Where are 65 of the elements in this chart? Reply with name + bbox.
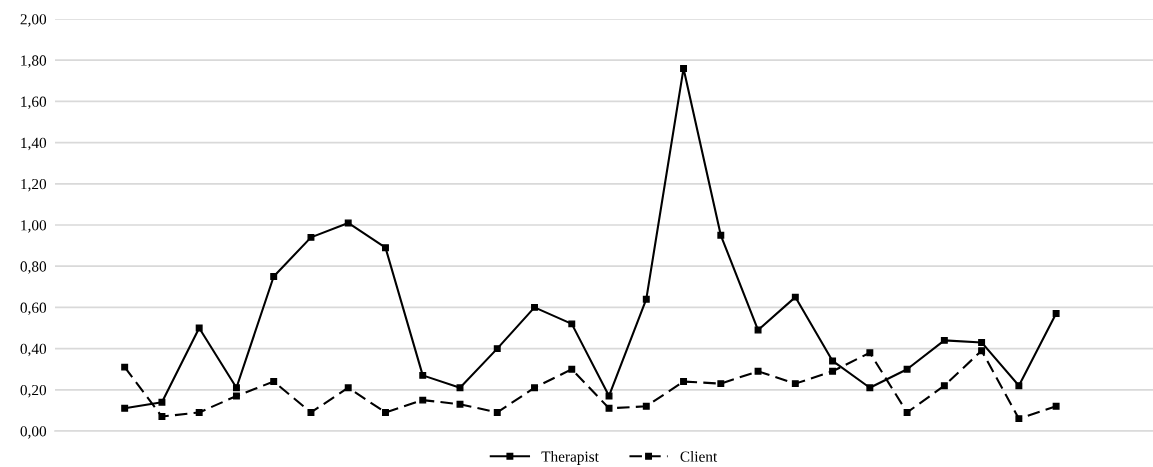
point: [456, 384, 464, 392]
legend-label: Client: [680, 451, 718, 462]
point: [419, 371, 427, 379]
point: [270, 378, 278, 386]
y-tick-label: 1,00: [21, 220, 47, 233]
point: [568, 365, 576, 373]
point: [531, 384, 538, 392]
point: [605, 404, 613, 412]
point: [382, 244, 389, 252]
point: [605, 392, 613, 400]
point: [344, 384, 352, 392]
legend-label: Therapist: [541, 451, 599, 465]
point: [791, 380, 799, 388]
point: [680, 378, 688, 386]
y-tick-label: 0,20: [20, 384, 47, 398]
y-tick-label: 0,00: [20, 426, 47, 439]
point: [1052, 310, 1060, 318]
point: [754, 367, 762, 375]
y-tick-label: 2,00: [20, 14, 47, 27]
point: [307, 408, 315, 416]
point: [493, 408, 501, 416]
point: [791, 293, 799, 301]
point: [866, 384, 874, 392]
point: [1015, 382, 1023, 390]
point: [493, 345, 501, 353]
point: [568, 320, 576, 328]
point: [680, 64, 688, 72]
point: [940, 382, 948, 390]
point: [232, 384, 240, 392]
point: [307, 233, 315, 241]
point: [754, 326, 762, 334]
point: [978, 338, 986, 346]
point: [717, 231, 725, 239]
point: [903, 408, 911, 416]
point: [158, 413, 166, 421]
point: [121, 363, 129, 371]
point: [829, 367, 837, 375]
y-tick-label: 0,80: [20, 261, 47, 274]
point: [717, 380, 725, 388]
point: [382, 408, 389, 416]
point: [531, 303, 538, 311]
y-tick-label: 1,80: [21, 55, 47, 68]
y-tick-label: 1,40: [21, 137, 47, 151]
point: [158, 398, 166, 406]
point: [978, 347, 986, 355]
y-tick-label: 0,40: [20, 343, 47, 357]
point: [866, 349, 874, 357]
y-tick-label: 1,20: [21, 178, 47, 192]
point: [121, 404, 129, 412]
point: [456, 400, 464, 408]
point: [903, 365, 911, 373]
point: [1015, 415, 1023, 423]
point: [270, 273, 278, 280]
y-tick-label: 0,60: [20, 302, 47, 316]
point: [1052, 402, 1060, 410]
point: [195, 324, 203, 332]
point: [642, 402, 650, 410]
point: [642, 295, 650, 303]
point: [232, 392, 240, 400]
point: [195, 408, 203, 416]
y-tick-label: 1,60: [21, 96, 47, 110]
point: [829, 357, 837, 365]
point: [419, 396, 427, 404]
point: [940, 336, 948, 344]
point: [344, 219, 352, 227]
